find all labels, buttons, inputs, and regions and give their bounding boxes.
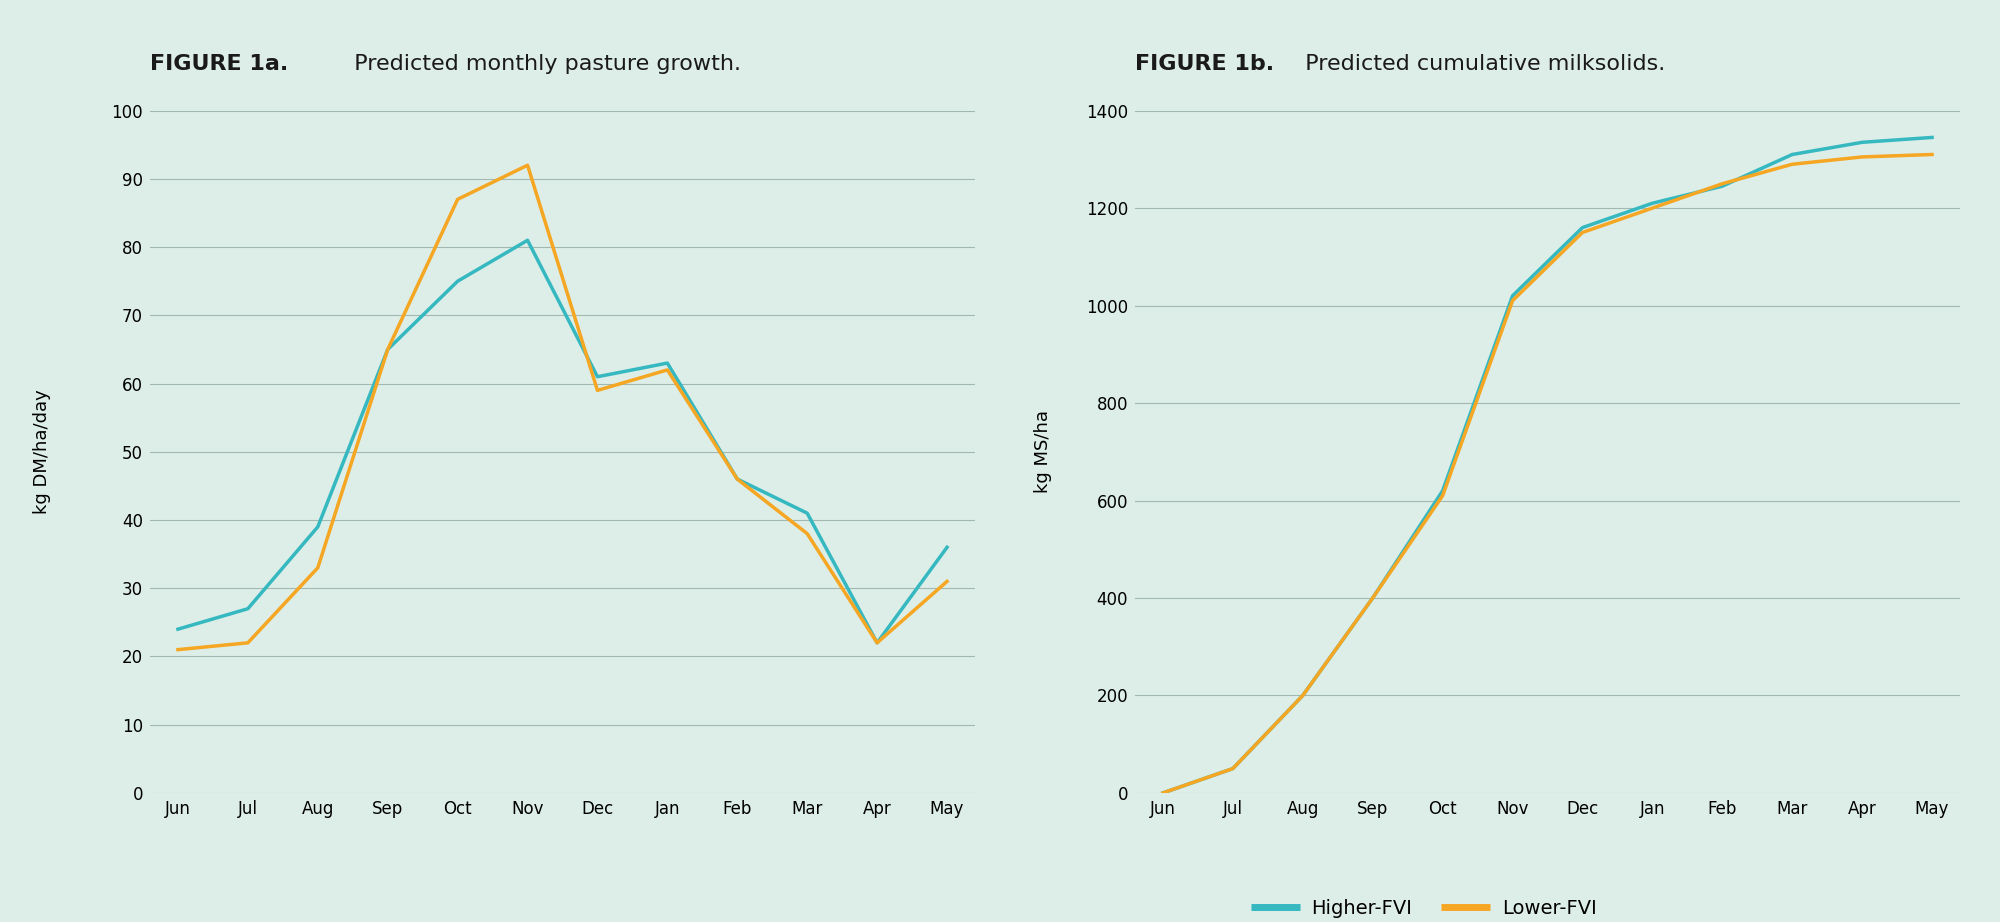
Text: Predicted monthly pasture growth.: Predicted monthly pasture growth.	[340, 53, 740, 74]
Y-axis label: kg MS/ha: kg MS/ha	[1034, 410, 1052, 493]
Legend: Higher-FVI, Lower-FVI: Higher-FVI, Lower-FVI	[1244, 892, 1604, 922]
Text: FIGURE 1b.: FIGURE 1b.	[1136, 53, 1274, 74]
Text: FIGURE 1a.: FIGURE 1a.	[150, 53, 288, 74]
Text: Predicted cumulative milksolids.: Predicted cumulative milksolids.	[1292, 53, 1666, 74]
Y-axis label: kg DM/ha/day: kg DM/ha/day	[32, 389, 50, 514]
